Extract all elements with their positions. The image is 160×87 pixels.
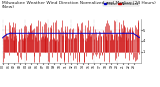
Legend: Median, Normalized: Median, Normalized [103,1,139,6]
Text: Milwaukee Weather Wind Direction Normalized and Median (24 Hours) (New): Milwaukee Weather Wind Direction Normali… [2,1,155,9]
